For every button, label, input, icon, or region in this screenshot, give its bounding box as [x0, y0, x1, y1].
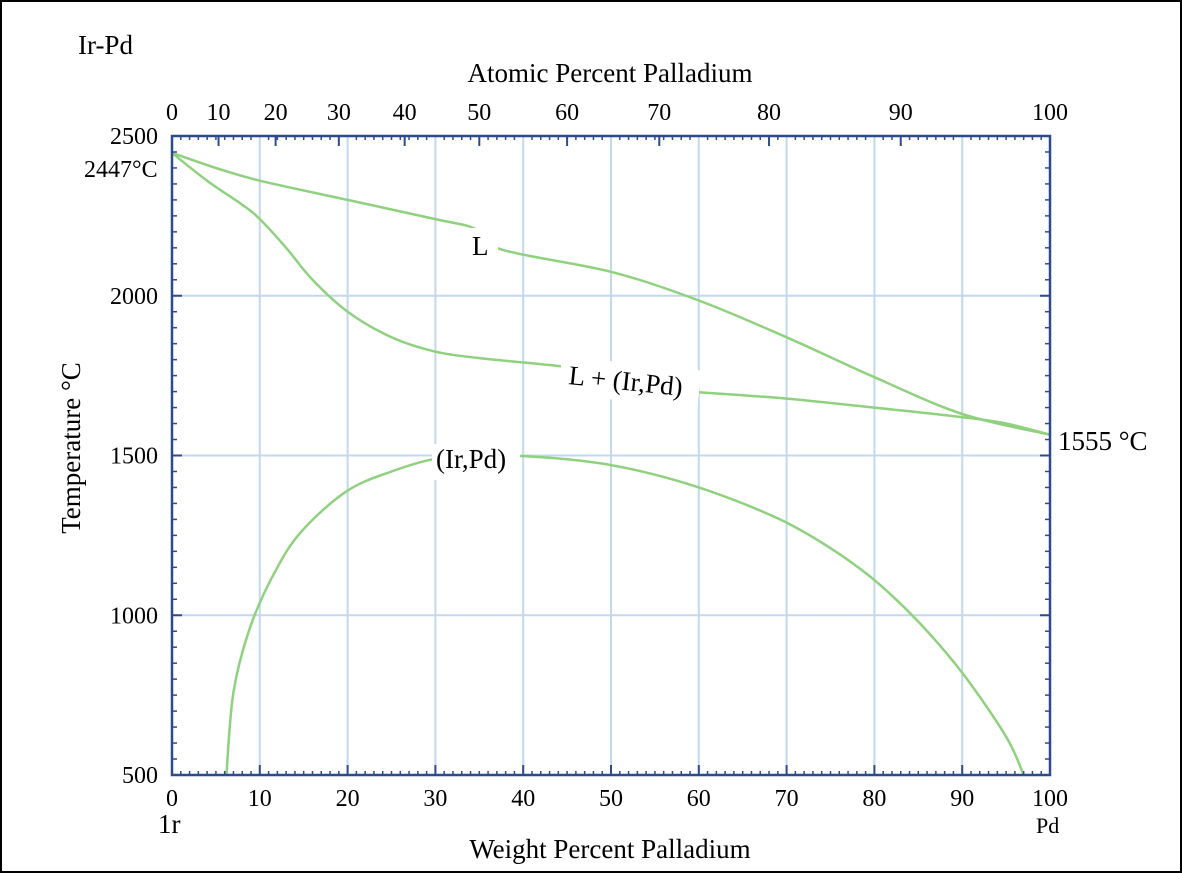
label-masks	[432, 228, 702, 480]
pd-melting-point-label: 1555 °C	[1058, 426, 1148, 456]
x-tick-label: 10	[248, 786, 272, 812]
x-tick-label: 30	[423, 786, 447, 812]
x-tick-label: 60	[687, 786, 711, 812]
solidus-curve	[171, 151, 1051, 436]
system-label: Ir-Pd	[78, 30, 133, 60]
x-tick-label: 70	[775, 786, 799, 812]
y-tick-label: 1000	[110, 603, 158, 629]
liquid-label-mask	[464, 228, 498, 264]
y-tick-label: 2500	[110, 124, 158, 150]
solid-solution-label: (Ir,Pd)	[436, 444, 506, 474]
top-axis-title: Atomic Percent Palladium	[468, 58, 753, 88]
top-tick-label: 40	[393, 100, 417, 126]
top-tick-label: 50	[467, 100, 491, 126]
liquid-region-label: L	[472, 231, 489, 261]
y-tick-label: 500	[122, 763, 158, 789]
top-tick-label: 70	[647, 100, 671, 126]
x-tick-label: 20	[336, 786, 360, 812]
top-tick-label: 20	[264, 100, 288, 126]
top-tick-label: 100	[1032, 100, 1068, 126]
liquidus-curve	[171, 151, 1051, 436]
ir-melting-point-label: 2447°C	[84, 157, 158, 183]
grid	[172, 136, 1050, 775]
solid-solution-label-mask	[432, 444, 520, 480]
miscibility-gap-curve	[225, 454, 1025, 776]
x-tick-label: 80	[862, 786, 886, 812]
top-tick-label: 60	[555, 100, 579, 126]
x-tick-label: 90	[950, 786, 974, 812]
axes: 0 10 20 30 40 50 60 70 80 90 1000 10 20 30 40 50 60 70 80 9…	[110, 100, 1068, 812]
right-element-label: Pd	[1036, 813, 1059, 838]
top-tick-label: 30	[327, 100, 351, 126]
left-element-label: 1r	[158, 809, 181, 839]
x-tick-label: 100	[1032, 786, 1068, 812]
two-phase-label-mask	[558, 356, 702, 409]
x-axis-title: Weight Percent Palladium	[469, 834, 750, 864]
phase-curves	[171, 151, 1051, 776]
y-tick-label: 2000	[110, 284, 158, 310]
x-tick-label: 40	[511, 786, 535, 812]
x-tick-label: 50	[599, 786, 623, 812]
top-tick-label: 10	[207, 100, 231, 126]
top-tick-label: 80	[757, 100, 781, 126]
x-tick-label: 0	[166, 786, 178, 812]
y-axis-title: Temperature °C	[56, 362, 86, 534]
y-tick-label: 1500	[110, 444, 158, 470]
top-tick-label: 90	[889, 100, 913, 126]
top-tick-label: 0	[166, 100, 178, 126]
